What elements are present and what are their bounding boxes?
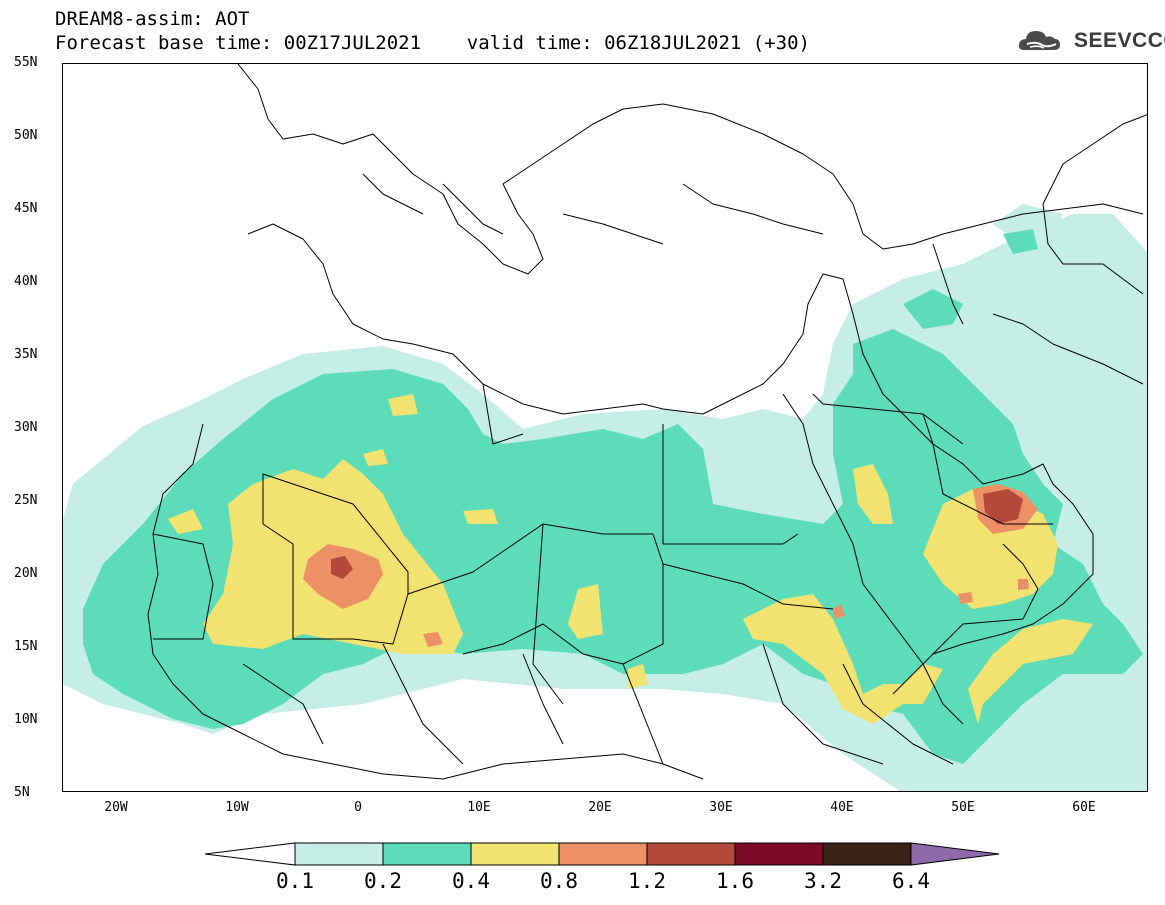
- colorbar-seg-2: [382, 842, 472, 866]
- colorbar-seg-7: [822, 842, 912, 866]
- lon-label: 10W: [225, 800, 249, 815]
- lon-label: 20E: [588, 800, 612, 815]
- lat-label: 20N: [14, 566, 38, 581]
- colorbar: [205, 842, 1000, 866]
- lat-label: 55N: [14, 55, 38, 70]
- lon-label: 30E: [709, 800, 733, 815]
- lat-label: 25N: [14, 493, 38, 508]
- colorbar-label: 0.8: [540, 869, 578, 893]
- lon-label: 20W: [104, 800, 128, 815]
- aot-field: [63, 64, 1147, 791]
- colorbar-seg-1: [294, 842, 384, 866]
- colorbar-label: 1.2: [628, 869, 666, 893]
- map-title: DREAM8-assim: AOT: [55, 8, 250, 30]
- colorbar-seg-3: [470, 842, 560, 866]
- lon-label: 40E: [830, 800, 854, 815]
- aot-contour-0.2: [83, 229, 1143, 764]
- colorbar-label: 6.4: [892, 869, 930, 893]
- forecast-times: Forecast base time: 00Z17JUL2021 valid t…: [55, 32, 810, 54]
- colorbar-seg-8: [910, 842, 1000, 866]
- colorbar-label: 0.2: [364, 869, 402, 893]
- colorbar-label: 0.4: [452, 869, 490, 893]
- colorbar-seg-0: [205, 842, 296, 866]
- lat-label: 30N: [14, 420, 38, 435]
- colorbar-label: 0.1: [276, 869, 314, 893]
- map-area[interactable]: [62, 63, 1148, 792]
- cloud-icon: [1018, 31, 1060, 50]
- lat-label: 40N: [14, 274, 38, 289]
- lon-label: 0: [354, 800, 362, 815]
- country-borders: [147, 64, 1147, 780]
- lon-label: 10E: [467, 800, 491, 815]
- aot-contour-1.2: [331, 489, 1023, 579]
- colorbar-seg-6: [734, 842, 824, 866]
- colorbar-label: 3.2: [804, 869, 842, 893]
- colorbar-seg-5: [646, 842, 736, 866]
- colorbar-label: 1.6: [716, 869, 754, 893]
- lon-label: 60E: [1072, 800, 1096, 815]
- lat-label: 10N: [14, 712, 38, 727]
- lat-label: 45N: [14, 201, 38, 216]
- lat-label: 50N: [14, 128, 38, 143]
- lat-label: 35N: [14, 347, 38, 362]
- lon-label: 50E: [951, 800, 975, 815]
- lat-label: 15N: [14, 639, 38, 654]
- lat-label: 5N: [14, 785, 30, 800]
- logo-text: SEEVCCC: [1074, 29, 1165, 52]
- colorbar-seg-4: [558, 842, 648, 866]
